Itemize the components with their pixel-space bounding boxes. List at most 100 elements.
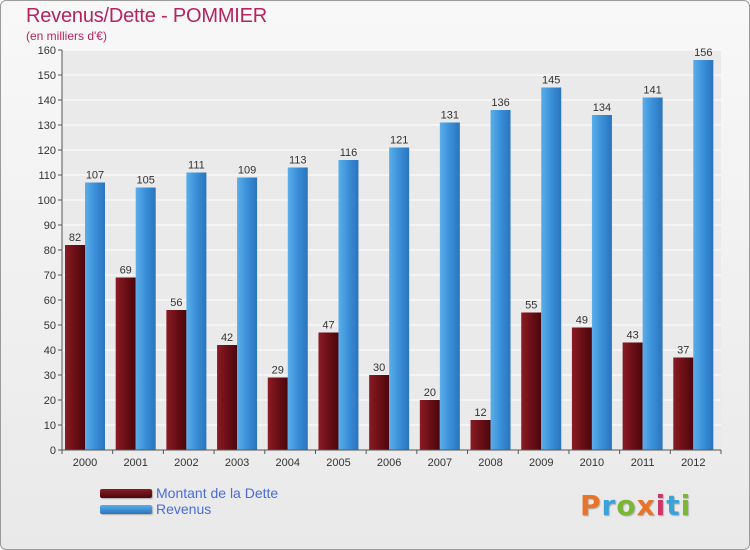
data-label-dette: 82: [69, 232, 81, 244]
bar-dette: [267, 377, 288, 450]
proxiti-logo: Proxiti: [580, 489, 691, 522]
bar-revenus: [237, 177, 258, 450]
y-tick-label: 120: [38, 145, 56, 157]
data-label-dette: 49: [576, 315, 588, 327]
bar-revenus: [591, 115, 612, 450]
chart-title: Revenus/Dette - POMMIER: [26, 5, 268, 27]
bar-dette: [673, 357, 694, 450]
data-label-revenus: 131: [441, 110, 459, 122]
y-tick-label: 100: [38, 195, 56, 207]
legend-label-revenus: Revenus: [156, 501, 212, 517]
y-tick-label: 70: [44, 270, 56, 282]
data-labels: 82 107 69 105 56 111 42 109 29 113 47 116 30 121 20 131…: [69, 47, 713, 419]
bar-dette: [166, 310, 187, 450]
legend-label-dette: Montant de la Dette: [156, 485, 279, 501]
logo-letter: t: [666, 489, 681, 522]
bar-dette: [115, 277, 136, 450]
legend-item-revenus: Revenus: [100, 501, 278, 517]
legend-swatch-revenus: [100, 504, 152, 514]
logo-letter: x: [636, 489, 656, 522]
logo-letter: o: [616, 489, 637, 522]
x-tick-label: 2004: [276, 457, 300, 469]
logo-letter: i: [680, 489, 692, 522]
bar-dette: [65, 245, 85, 450]
bar-dette: [419, 400, 440, 450]
y-tick-label: 0: [50, 445, 56, 457]
data-label-revenus: 113: [289, 155, 307, 167]
y-tick-label: 10: [44, 420, 56, 432]
data-label-dette: 20: [424, 387, 436, 399]
legend-item-dette: Montant de la Dette: [100, 485, 278, 501]
y-tick-label: 150: [38, 70, 56, 82]
data-label-dette: 69: [120, 265, 132, 277]
legend: Montant de la Dette Revenus: [100, 485, 278, 517]
x-tick-label: 2011: [631, 457, 655, 469]
data-label-revenus: 141: [643, 85, 661, 97]
data-label-revenus: 136: [491, 97, 509, 109]
x-tick-label: 2005: [326, 457, 350, 469]
bar-revenus: [541, 87, 562, 450]
data-label-dette: 43: [626, 330, 638, 342]
data-label-dette: 37: [677, 345, 689, 357]
bar-revenus: [439, 122, 460, 450]
y-tick-label: 160: [38, 45, 56, 57]
data-label-revenus: 116: [340, 147, 358, 159]
y-tick-label: 50: [44, 320, 56, 332]
data-label-revenus: 105: [137, 175, 155, 187]
bar-revenus: [338, 160, 359, 450]
x-tick-label: 2007: [428, 457, 452, 469]
y-tick-label: 20: [44, 395, 56, 407]
legend-swatch-dette: [100, 488, 152, 498]
y-tick-label: 80: [44, 245, 56, 257]
bar-revenus: [186, 172, 207, 450]
logo-letter: i: [655, 489, 667, 522]
data-label-revenus: 121: [390, 135, 408, 147]
bar-revenus: [389, 147, 410, 450]
bar-dette: [521, 312, 542, 450]
data-label-dette: 30: [373, 362, 385, 374]
bar-dette: [217, 345, 238, 450]
data-label-dette: 56: [170, 297, 182, 309]
bar-revenus: [693, 60, 714, 450]
x-tick-label: 2002: [174, 457, 198, 469]
data-label-dette: 55: [525, 300, 537, 312]
logo-letter: r: [601, 489, 617, 522]
bar-revenus: [490, 110, 511, 450]
y-tick-label: 90: [44, 220, 56, 232]
x-tick-label: 2003: [225, 457, 249, 469]
data-label-revenus: 156: [694, 47, 712, 59]
data-label-dette: 47: [322, 320, 334, 332]
data-label-revenus: 109: [238, 165, 256, 177]
bar-dette: [622, 342, 643, 450]
bar-dette: [571, 327, 592, 450]
bar-dette: [369, 375, 390, 450]
data-label-dette: 42: [221, 332, 233, 344]
data-label-dette: 29: [272, 365, 284, 377]
y-tick-label: 110: [38, 170, 56, 182]
bar-revenus: [642, 97, 663, 450]
data-label-revenus: 145: [542, 75, 560, 87]
data-label-revenus: 111: [188, 160, 205, 172]
chart-subtitle: (en milliers d'€): [26, 29, 107, 43]
x-tick-label: 2000: [73, 457, 97, 469]
y-axis: 0 10 20 30 40 50 60 70 80 90 100 110 120 130 140 150 160: [38, 45, 63, 457]
bar-dette: [318, 332, 339, 450]
x-axis: 2000 2001 2002 2003 2004 2005 2006 2007 2008 2009…: [61, 449, 722, 469]
x-tick-label: 2001: [123, 457, 147, 469]
data-label-dette: 12: [474, 407, 486, 419]
x-tick-label: 2008: [478, 457, 502, 469]
x-tick-label: 2009: [529, 457, 553, 469]
x-tick-label: 2012: [681, 457, 705, 469]
bar-revenus: [287, 167, 308, 450]
bars: [65, 60, 714, 450]
x-tick-label: 2010: [580, 457, 604, 469]
bar-revenus: [85, 182, 105, 450]
y-tick-label: 40: [44, 345, 56, 357]
data-label-revenus: 107: [86, 170, 104, 182]
y-tick-label: 130: [38, 120, 56, 132]
bar-revenus: [135, 187, 156, 450]
bar-dette: [470, 420, 491, 450]
data-label-revenus: 134: [593, 102, 611, 114]
y-tick-label: 30: [44, 370, 56, 382]
